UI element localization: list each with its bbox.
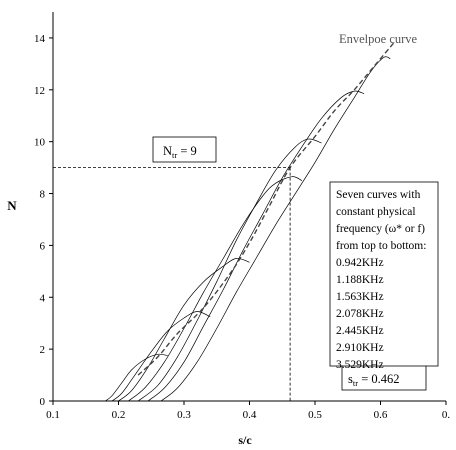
x-tick-label: 0.2 — [112, 409, 126, 421]
frequency-entry: 0.942KHz — [336, 257, 384, 269]
y-axis-label: N — [7, 198, 17, 213]
svg-text:str = 0.462: str = 0.462 — [348, 372, 400, 388]
s-tr-annotation: str = 0.462 — [341, 364, 427, 391]
s-tr-symbol: s — [348, 372, 353, 386]
x-tick-label: 0.1 — [46, 409, 60, 421]
legend-note-box: Seven curves with constant physical freq… — [329, 181, 439, 371]
y-tick-label: 14 — [34, 33, 46, 45]
frequency-curve-2 — [111, 311, 211, 402]
x-tick-label: 0.6 — [374, 409, 388, 421]
x-tick-label: 0.4 — [243, 409, 257, 421]
n-tr-symbol: N — [163, 144, 172, 158]
x-axis-label: s/c — [238, 433, 252, 447]
frequency-entry: 2.078KHz — [336, 308, 384, 320]
frequency-entry: 2.445KHz — [336, 325, 384, 337]
y-tick-label: 6 — [40, 240, 46, 252]
note-line: Seven curves with — [336, 189, 421, 201]
x-tick-label: 0.3 — [177, 409, 191, 421]
frequency-entry: 3.529KHz — [336, 359, 384, 371]
y-tick-label: 10 — [34, 137, 46, 149]
frequency-entry: 2.910KHz — [336, 342, 384, 354]
x-tick-label: 0.5 — [308, 409, 322, 421]
envelope-curve — [137, 42, 395, 376]
svg-text:Ntr = 9: Ntr = 9 — [163, 144, 197, 160]
series-lines — [105, 42, 395, 402]
y-tick-label: 8 — [40, 189, 46, 201]
frequency-entry: 1.188KHz — [336, 274, 384, 286]
frequency-curve-5 — [137, 138, 322, 402]
y-tick-label: 4 — [40, 292, 46, 304]
frequency-curve-1 — [105, 353, 168, 402]
s-tr-subscript: tr — [353, 378, 358, 388]
threshold-guides — [53, 167, 291, 401]
frequency-entry: 1.563KHz — [336, 291, 384, 303]
frequency-curve-3 — [118, 257, 250, 402]
n-tr-subscript: tr — [172, 150, 177, 160]
note-line: frequency (ω* or f) — [336, 223, 425, 235]
note-line: from top to bottom: — [336, 240, 426, 252]
x-axis-ticks: 0.1 0.2 0.3 0.4 0.5 0.6 0. — [46, 401, 450, 421]
s-tr-value: = 0.462 — [358, 372, 399, 386]
n-tr-value: = 9 — [177, 144, 197, 158]
envelope-curve-label: Envelpoe curve — [339, 32, 418, 46]
frequency-curve-7 — [160, 56, 391, 402]
frequency-curve-4 — [128, 176, 303, 402]
x-tick-label: 0. — [442, 409, 451, 421]
y-tick-label: 12 — [34, 85, 45, 97]
frequency-curve-6 — [147, 90, 365, 402]
y-tick-label: 0 — [40, 396, 46, 408]
n-tr-annotation: Ntr = 9 — [152, 136, 217, 163]
y-axis-ticks: 0 2 4 6 8 10 12 14 — [34, 33, 53, 408]
y-tick-label: 2 — [40, 344, 46, 356]
note-line: constant physical — [336, 206, 416, 218]
svg-text:Seven curves with consta: Seven curves with constant physical freq… — [336, 189, 429, 371]
